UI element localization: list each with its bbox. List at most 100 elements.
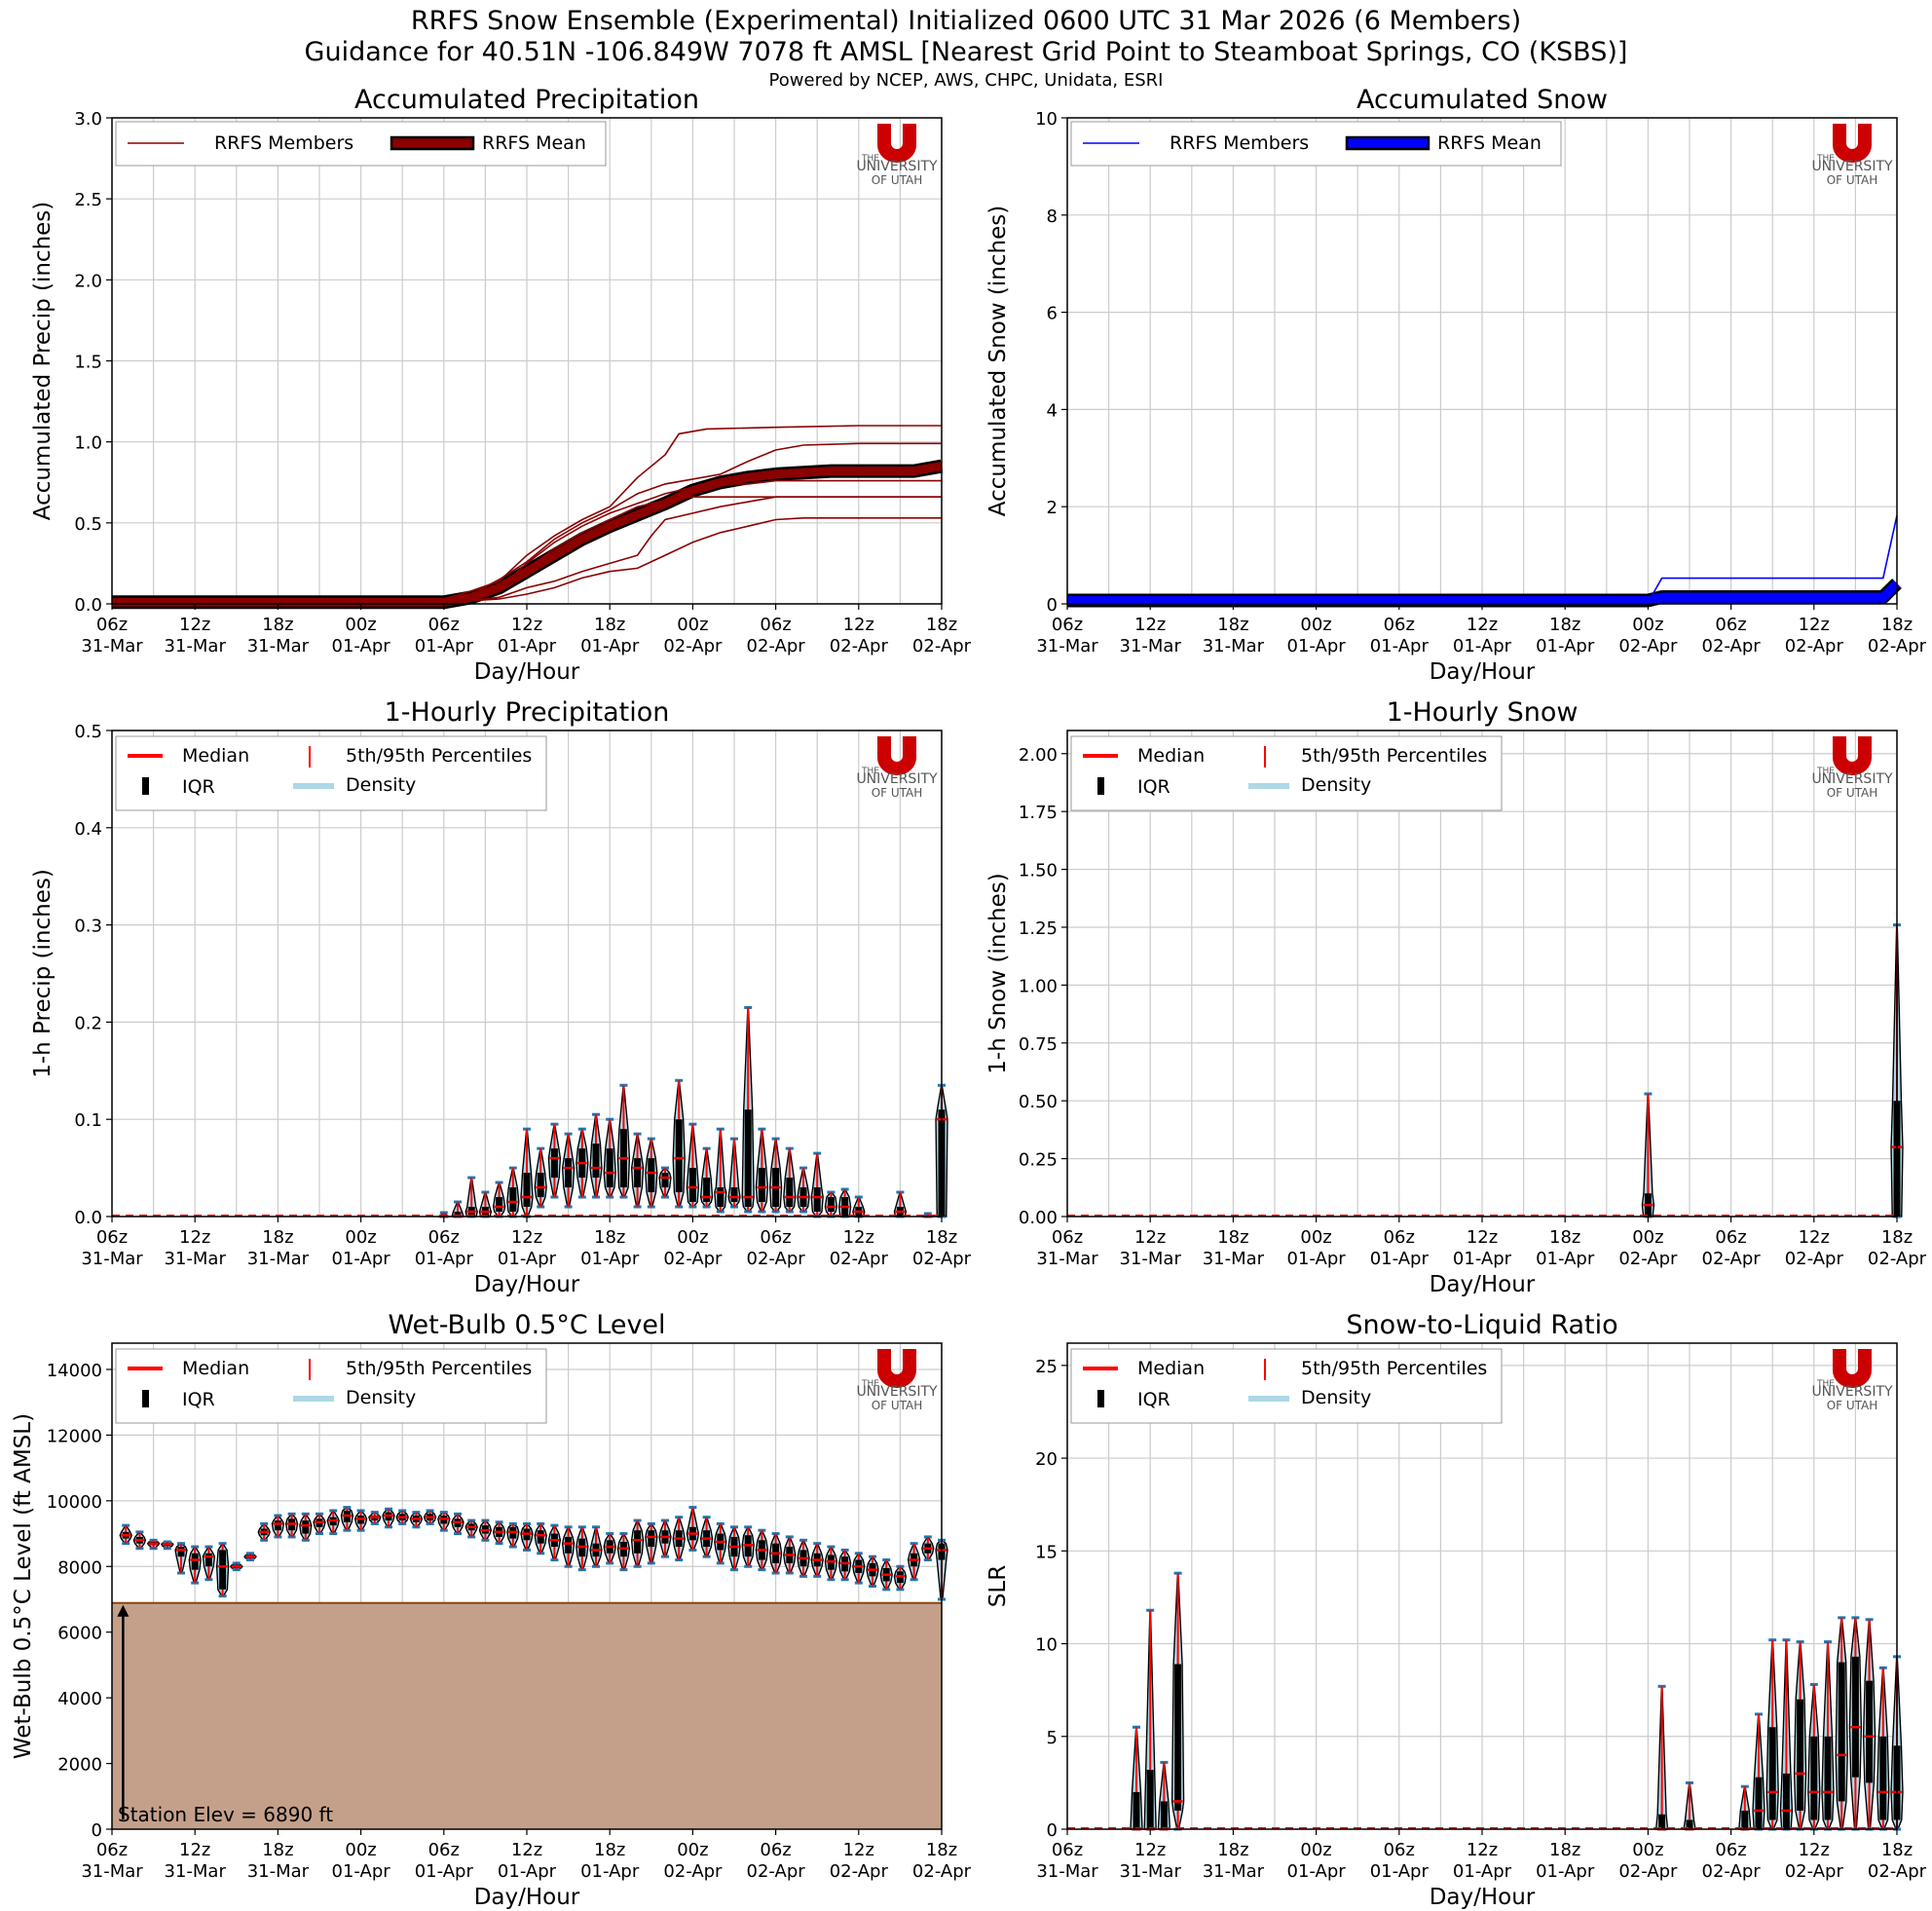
y-tick-label: 1.0 [74, 433, 102, 454]
legend: Median IQR 5th/95th Percentiles Density [1070, 1348, 1503, 1424]
iqr-box [703, 1178, 711, 1203]
x-tick-hour: 12z [511, 1840, 542, 1860]
iqr-box [661, 1173, 669, 1188]
iqr-box [1851, 1656, 1859, 1778]
x-tick-day: 01-Apr [580, 1249, 640, 1269]
x-tick-hour: 18z [1217, 615, 1248, 635]
violin-52 [1779, 1638, 1794, 1831]
iqr-box [537, 1173, 544, 1198]
y-tick-label: 4 [1047, 400, 1058, 421]
y-axis-label: SLR [985, 1565, 1011, 1607]
x-tick-day: 31-Mar [165, 1249, 227, 1269]
iqr-box [786, 1178, 794, 1208]
iqr-box [1838, 1662, 1845, 1802]
mean-line [1067, 580, 1901, 605]
iqr-box [648, 1158, 655, 1193]
iqr-box [1686, 1819, 1693, 1829]
iqr-box [219, 1550, 227, 1590]
y-tick-label: 1.5 [74, 353, 102, 373]
block-u-icon [877, 736, 916, 775]
violin-5 [174, 1542, 188, 1575]
violin-25 [451, 1200, 464, 1218]
chart-title: Accumulated Precipitation [354, 85, 699, 115]
y-tick-label: 0.5 [74, 722, 102, 742]
iqr-box [1755, 1777, 1763, 1829]
iqr-box [717, 1187, 724, 1208]
x-tick-hour: 12z [843, 1840, 874, 1860]
violin-35 [589, 1112, 603, 1199]
x-tick-hour: 06z [428, 1840, 460, 1860]
violin-30 [520, 1127, 534, 1218]
x-tick-hour: 00z [345, 1840, 376, 1860]
legend-percentile-label: 5th/95th Percentiles [346, 1358, 532, 1379]
violin-19 [368, 1511, 382, 1525]
iqr-box [634, 1530, 642, 1554]
x-tick-hour: 00z [677, 1227, 708, 1248]
violin-28 [492, 1520, 506, 1546]
x-tick-hour: 18z [1881, 1840, 1913, 1860]
iqr-box [827, 1197, 835, 1213]
x-tick-hour: 00z [345, 615, 376, 635]
violin-23 [423, 1509, 437, 1525]
terrain-fill [112, 1602, 942, 1829]
violin-27 [478, 1518, 493, 1542]
violin-37 [616, 1532, 631, 1572]
x-tick-hour: 06z [1052, 1840, 1083, 1860]
x-tick-day: 01-Apr [415, 1249, 474, 1269]
legend-mean-label: RRFS Mean [1437, 132, 1542, 154]
legend-density-label: Density [1301, 1387, 1371, 1408]
logo-of-utah: OF UTAH [1827, 786, 1878, 800]
x-tick-hour: 18z [1549, 1840, 1580, 1860]
legend-iqr-swatch [142, 777, 149, 795]
x-tick-hour: 12z [179, 615, 210, 635]
x-tick-day: 02-Apr [1868, 1249, 1927, 1269]
x-tick-day: 01-Apr [580, 1861, 640, 1882]
x-tick-hour: 06z [428, 1227, 460, 1248]
x-tick-day: 02-Apr [1785, 1861, 1844, 1882]
x-tick-hour: 00z [345, 1227, 376, 1248]
x-tick-day: 01-Apr [1287, 1249, 1347, 1269]
y-axis-label: Accumulated Precip (inches) [30, 202, 56, 521]
violin-57 [893, 1190, 908, 1218]
logo-of-utah: OF UTAH [872, 786, 923, 800]
x-tick-hour: 12z [511, 1227, 542, 1248]
logo-the: THE [1816, 767, 1835, 776]
violin-37 [616, 1083, 631, 1199]
legend-median-label: Median [182, 745, 249, 767]
x-tick-day: 01-Apr [1370, 636, 1430, 656]
x-tick-hour: 12z [843, 615, 874, 635]
x-tick-day: 01-Apr [580, 636, 640, 656]
logo-university: UNIVERSITY [856, 771, 938, 787]
x-tick-day: 31-Mar [1036, 1861, 1098, 1882]
violin-33 [561, 1525, 576, 1568]
figure-subtitle: Guidance for 40.51N -106.849W 7078 ft AM… [304, 37, 1628, 67]
x-axis-label: Day/Hour [1430, 1885, 1536, 1910]
legend: RRFS Members RRFS Mean [1070, 121, 1562, 167]
x-tick-day: 02-Apr [912, 636, 972, 656]
x-tick-hour: 06z [760, 1227, 791, 1248]
logo-the: THE [861, 767, 879, 776]
violin-9 [229, 1561, 243, 1572]
chart-title: 1-Hourly Snow [1387, 697, 1579, 728]
logo-of-utah: OF UTAH [872, 173, 923, 187]
violin-58 [907, 1542, 921, 1582]
violin-1 [119, 1523, 132, 1546]
legend-box [115, 735, 547, 811]
violin-8 [215, 1542, 230, 1598]
iqr-box [606, 1148, 613, 1188]
x-tick-hour: 18z [926, 615, 957, 635]
iqr-box [1174, 1664, 1182, 1811]
chart-hourly_precip: 0.00.10.20.30.40.506z31-Mar12z31-Mar18z3… [30, 697, 972, 1297]
x-tick-hour: 12z [1799, 1840, 1830, 1860]
x-tick-hour: 00z [1300, 1227, 1331, 1248]
violin-28 [492, 1180, 506, 1218]
violin-50 [797, 1538, 810, 1578]
x-tick-day: 01-Apr [1370, 1861, 1430, 1882]
x-tick-day: 02-Apr [747, 636, 806, 656]
violin-43 [699, 1516, 714, 1558]
x-tick-day: 02-Apr [1868, 636, 1927, 656]
iqr-box [758, 1168, 765, 1203]
y-tick-label: 0.75 [1019, 1034, 1058, 1055]
